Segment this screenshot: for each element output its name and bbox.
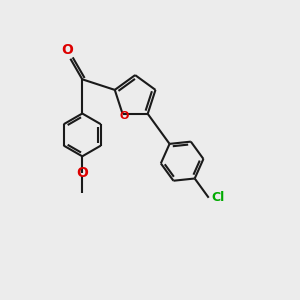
Text: O: O — [61, 43, 73, 57]
Text: O: O — [119, 111, 129, 121]
Text: O: O — [76, 166, 88, 180]
Text: Cl: Cl — [211, 191, 224, 204]
